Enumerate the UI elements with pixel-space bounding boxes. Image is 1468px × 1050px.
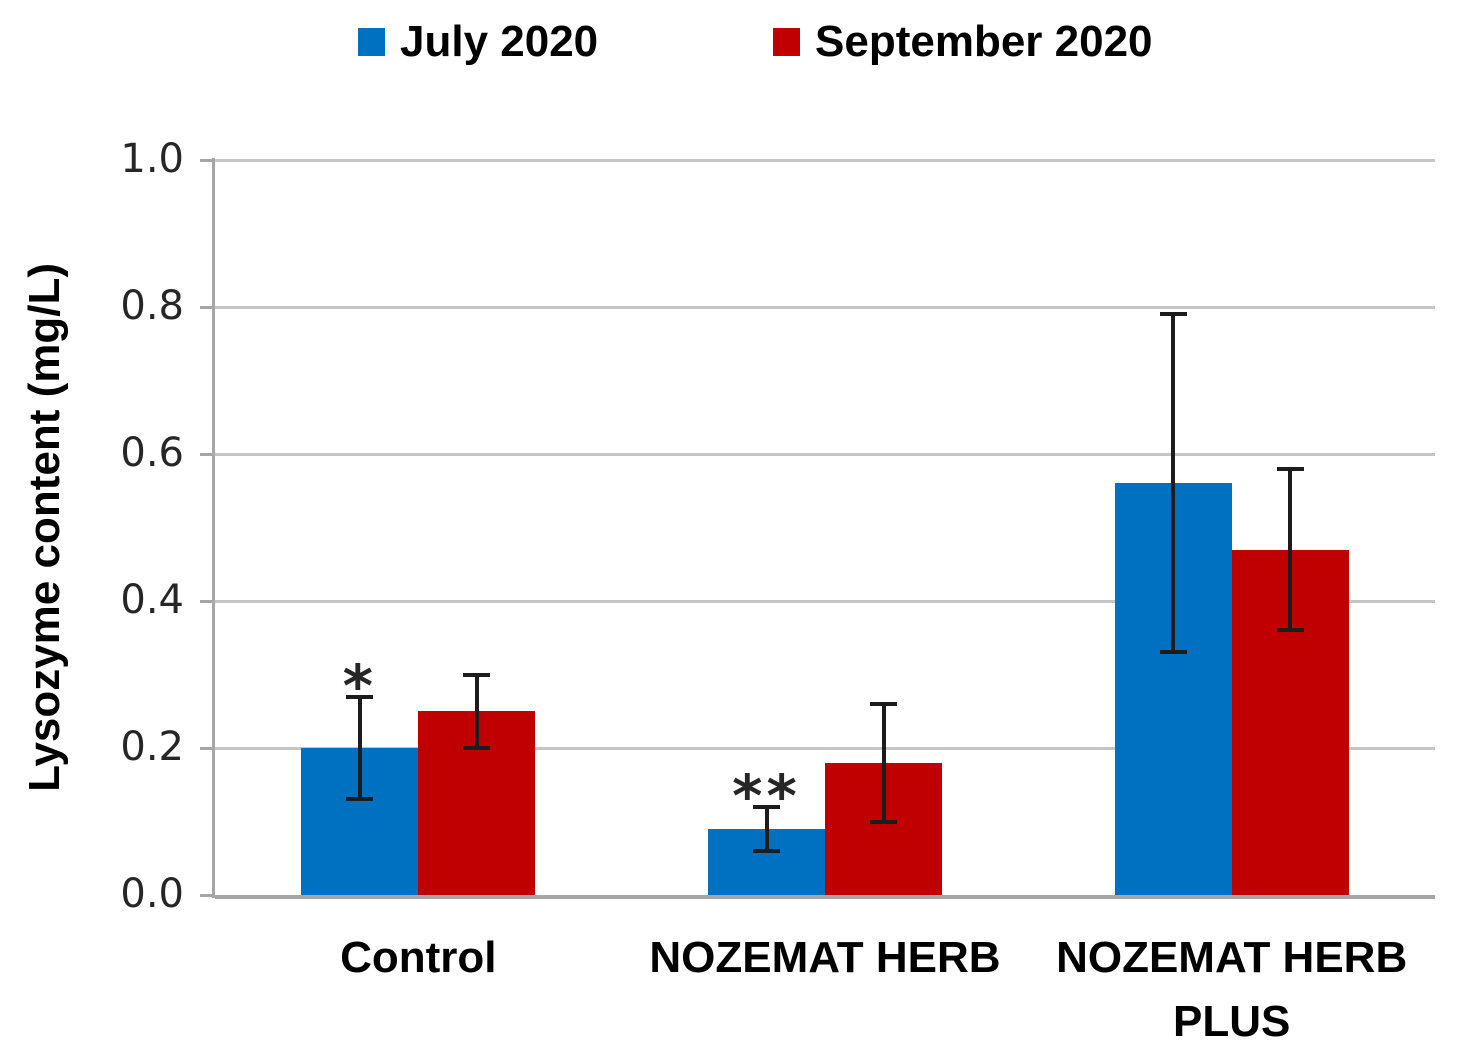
error-bar-lower-cap [1276, 628, 1304, 633]
september-2020-legend-swatch [773, 28, 800, 56]
category-label-control: Control [340, 933, 497, 982]
july-2020-legend-swatch [358, 28, 385, 56]
y-tick-label-0-6: 0.6 [120, 430, 184, 477]
error-bar-july-2020-nozemat-herb-plus [1171, 314, 1176, 653]
y-tick-label-0-0: 0.0 [120, 871, 184, 918]
error-bar-september-2020-nozemat-herb [881, 703, 886, 822]
error-bar-september-2020-control [474, 674, 479, 748]
y-axis-tick [200, 158, 215, 162]
y-axis-tick [200, 893, 215, 897]
error-bar-lower-cap [870, 819, 897, 824]
error-bar-upper-cap [870, 701, 897, 706]
y-axis-tick [200, 452, 215, 456]
category-label-nozemat-herb: NOZEMAT HERB [649, 933, 1001, 982]
x-axis-baseline [215, 895, 1435, 899]
y-tick-label-0-8: 0.8 [120, 283, 184, 330]
category-label-nozemat-herb-plus: NOZEMAT HERB PLUS [1056, 933, 1408, 1046]
gridline [215, 599, 1435, 603]
legend-item-july-2020: July 2020 [358, 14, 598, 70]
y-axis-title: Lysozyme content (mg/L) [12, 160, 78, 895]
significance-annotation-control: * [342, 651, 377, 720]
error-bar-lower-cap [346, 797, 374, 802]
error-bar-september-2020-nozemat-herb-plus [1288, 468, 1293, 631]
y-tick-label-0-2: 0.2 [120, 724, 184, 771]
significance-annotation-nozemat-herb: ** [732, 761, 801, 830]
error-bar-upper-cap [1276, 466, 1304, 471]
gridline [215, 158, 1435, 162]
gridline [215, 305, 1435, 309]
error-bar-lower-cap [753, 848, 780, 853]
y-tick-label-1-0: 1.0 [120, 136, 184, 183]
error-bar-july-2020-nozemat-herb [764, 806, 769, 851]
plot-area: * ** [215, 158, 1435, 899]
error-bar-upper-cap [753, 804, 780, 809]
y-axis-title-text: Lysozyme content (mg/L) [20, 263, 69, 792]
y-axis-line [212, 158, 215, 898]
gridline [215, 746, 1435, 750]
y-axis-tick [200, 305, 215, 309]
y-axis-tick [200, 599, 215, 603]
july-2020-legend-label: July 2020 [400, 17, 599, 66]
error-bar-lower-cap [463, 746, 491, 750]
error-bar-upper-cap [346, 694, 374, 699]
y-axis-tick [200, 746, 215, 750]
error-bar-lower-cap [1159, 650, 1187, 655]
september-2020-legend-label: September 2020 [815, 17, 1153, 66]
error-bar-upper-cap [463, 672, 491, 677]
gridline [215, 452, 1435, 456]
error-bar-upper-cap [1159, 312, 1187, 317]
legend-item-september-2020: September 2020 [773, 14, 1153, 70]
error-bar-july-2020-control [357, 696, 362, 800]
y-tick-label-0-4: 0.4 [120, 577, 184, 624]
